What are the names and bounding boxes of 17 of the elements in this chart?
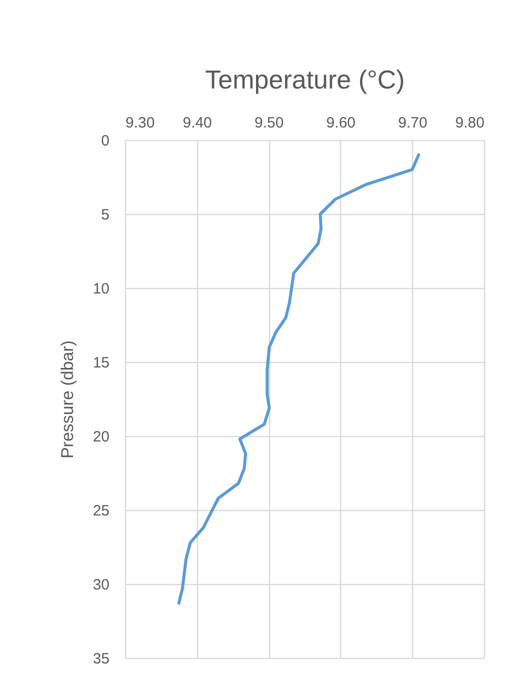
y-tick-label: 10 bbox=[92, 280, 110, 298]
x-tick-label: 9.60 bbox=[326, 114, 356, 132]
y-tick-label: 30 bbox=[92, 576, 110, 594]
y-tick-label: 0 bbox=[101, 132, 110, 150]
y-tick-label: 35 bbox=[92, 650, 110, 668]
x-tick-label: 9.70 bbox=[398, 114, 428, 132]
x-axis-title: Temperature (°C) bbox=[205, 64, 405, 94]
y-axis-title: Pressure (dbar) bbox=[58, 340, 77, 459]
y-tick-label: 25 bbox=[92, 502, 110, 520]
x-tick-label: 9.40 bbox=[182, 114, 212, 132]
x-tick-label: 9.80 bbox=[455, 114, 484, 132]
line-series bbox=[177, 153, 420, 605]
y-tick-label: 15 bbox=[92, 354, 110, 372]
x-tick-label: 9.30 bbox=[126, 114, 155, 132]
y-tick-label: 20 bbox=[92, 428, 110, 446]
x-tick-label: 9.50 bbox=[254, 114, 284, 132]
y-tick-label: 5 bbox=[101, 206, 110, 224]
